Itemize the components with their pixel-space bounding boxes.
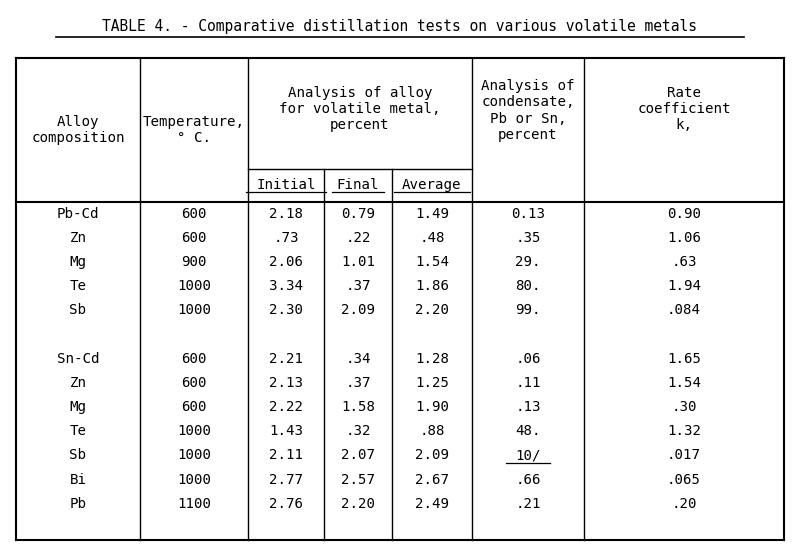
Text: Mg: Mg: [70, 255, 86, 269]
Text: 2.06: 2.06: [269, 255, 303, 269]
Text: .48: .48: [419, 231, 445, 245]
Text: .084: .084: [667, 303, 701, 317]
Text: .63: .63: [671, 255, 697, 269]
Text: .88: .88: [419, 424, 445, 438]
Text: Te: Te: [70, 279, 86, 293]
Text: 1.90: 1.90: [415, 400, 449, 414]
Text: Pb-Cd: Pb-Cd: [57, 207, 99, 220]
Text: .20: .20: [671, 496, 697, 511]
Text: 1.58: 1.58: [341, 400, 375, 414]
Text: 1.06: 1.06: [667, 231, 701, 245]
Text: .22: .22: [346, 231, 370, 245]
Text: Bi: Bi: [70, 473, 86, 487]
Text: 1.25: 1.25: [415, 376, 449, 390]
Text: 1.32: 1.32: [667, 424, 701, 438]
Text: .06: .06: [515, 352, 541, 366]
Text: 1000: 1000: [177, 473, 211, 487]
Text: 1.94: 1.94: [667, 279, 701, 293]
Text: .34: .34: [346, 352, 370, 366]
Text: Analysis of alloy
for volatile metal,
percent: Analysis of alloy for volatile metal, pe…: [279, 86, 441, 132]
Text: 1.01: 1.01: [341, 255, 375, 269]
Text: 0.79: 0.79: [341, 207, 375, 220]
Text: 2.18: 2.18: [269, 207, 303, 220]
Text: Final: Final: [337, 178, 379, 192]
Text: 2.09: 2.09: [341, 303, 375, 317]
Text: .11: .11: [515, 376, 541, 390]
Text: .32: .32: [346, 424, 370, 438]
Text: 600: 600: [182, 231, 206, 245]
Text: 2.22: 2.22: [269, 400, 303, 414]
Text: .35: .35: [515, 231, 541, 245]
Text: 600: 600: [182, 352, 206, 366]
Text: Average: Average: [402, 178, 462, 192]
Text: 2.11: 2.11: [269, 449, 303, 462]
Text: Sn-Cd: Sn-Cd: [57, 352, 99, 366]
Text: 2.21: 2.21: [269, 352, 303, 366]
Text: 29.: 29.: [515, 255, 541, 269]
Text: 1000: 1000: [177, 303, 211, 317]
Text: 1.43: 1.43: [269, 424, 303, 438]
Text: 48.: 48.: [515, 424, 541, 438]
Text: .73: .73: [274, 231, 298, 245]
Text: 2.20: 2.20: [415, 303, 449, 317]
Text: 2.13: 2.13: [269, 376, 303, 390]
Text: 2.07: 2.07: [341, 449, 375, 462]
Text: Pb: Pb: [70, 496, 86, 511]
Text: 2.57: 2.57: [341, 473, 375, 487]
Text: Rate
coefficient
k,: Rate coefficient k,: [638, 86, 730, 132]
Text: 1.49: 1.49: [415, 207, 449, 220]
Text: 900: 900: [182, 255, 206, 269]
Text: 1000: 1000: [177, 424, 211, 438]
Text: 1000: 1000: [177, 449, 211, 462]
Text: Analysis of
condensate,
Pb or Sn,
percent: Analysis of condensate, Pb or Sn, percen…: [482, 79, 574, 142]
Text: 600: 600: [182, 400, 206, 414]
Text: .30: .30: [671, 400, 697, 414]
Text: 600: 600: [182, 207, 206, 220]
Text: Sb: Sb: [70, 449, 86, 462]
Text: Sb: Sb: [70, 303, 86, 317]
Text: 2.76: 2.76: [269, 496, 303, 511]
Text: .66: .66: [515, 473, 541, 487]
Text: Zn: Zn: [70, 231, 86, 245]
Text: .37: .37: [346, 376, 370, 390]
Text: 1.54: 1.54: [667, 376, 701, 390]
Text: 600: 600: [182, 376, 206, 390]
Text: 1.65: 1.65: [667, 352, 701, 366]
Text: TABLE 4. - Comparative distillation tests on various volatile metals: TABLE 4. - Comparative distillation test…: [102, 19, 698, 34]
Text: .065: .065: [667, 473, 701, 487]
Text: 0.13: 0.13: [511, 207, 545, 220]
Text: Te: Te: [70, 424, 86, 438]
Text: 2.20: 2.20: [341, 496, 375, 511]
Text: Mg: Mg: [70, 400, 86, 414]
Text: .017: .017: [667, 449, 701, 462]
Text: 2.30: 2.30: [269, 303, 303, 317]
Text: 2.09: 2.09: [415, 449, 449, 462]
Text: Zn: Zn: [70, 376, 86, 390]
Text: Initial: Initial: [256, 178, 316, 192]
Text: 10/: 10/: [515, 449, 541, 462]
Text: 2.67: 2.67: [415, 473, 449, 487]
Text: 2.77: 2.77: [269, 473, 303, 487]
Text: 99.: 99.: [515, 303, 541, 317]
Text: 1000: 1000: [177, 279, 211, 293]
Text: 3.34: 3.34: [269, 279, 303, 293]
Text: 2.49: 2.49: [415, 496, 449, 511]
Text: 1.86: 1.86: [415, 279, 449, 293]
Text: 80.: 80.: [515, 279, 541, 293]
Text: .21: .21: [515, 496, 541, 511]
Text: .37: .37: [346, 279, 370, 293]
Text: .13: .13: [515, 400, 541, 414]
Text: 0.90: 0.90: [667, 207, 701, 220]
Text: 1100: 1100: [177, 496, 211, 511]
Text: Alloy
composition: Alloy composition: [31, 115, 125, 145]
Text: 1.54: 1.54: [415, 255, 449, 269]
Text: 1.28: 1.28: [415, 352, 449, 366]
Text: Temperature,
° C.: Temperature, ° C.: [143, 115, 245, 145]
